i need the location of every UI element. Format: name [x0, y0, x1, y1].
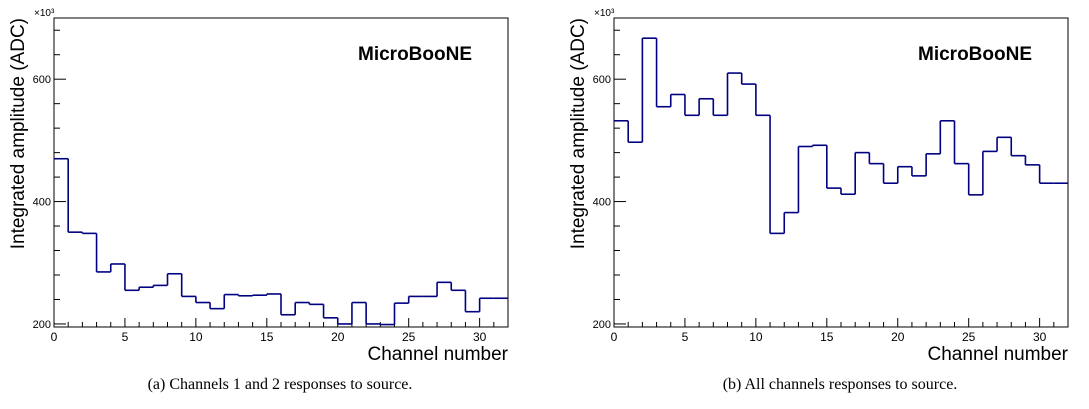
y-tick-label-a: 600 [33, 74, 51, 86]
x-tick-label-a: 25 [402, 330, 416, 344]
chart-b: 0 5 10 15 20 25 30 200 400 600 ×10³ Channel number I… [568, 8, 1069, 365]
histogram-b [614, 37, 1068, 235]
caption-a: (a) Channels 1 and 2 responses to source… [147, 376, 413, 393]
watermark-b: MicroBooNE [918, 44, 1032, 65]
watermark-a: MicroBooNE [358, 44, 472, 65]
y-tick-label-b: 600 [593, 74, 611, 86]
y-multiplier-a: ×10³ [34, 8, 55, 19]
y-tick-label-a: 200 [33, 319, 51, 331]
chart-panel-a: 0 5 10 15 20 25 30 200 400 600 ×10³ Channel number I… [0, 0, 540, 409]
y-tick-label-b: 400 [593, 197, 611, 209]
x-tick-label-a: 5 [122, 330, 129, 344]
y-axis-label-a: Integrated amplitude (ADC) [8, 18, 29, 249]
x-tick-label-b: 0 [611, 330, 618, 344]
chart-a: 0 5 10 15 20 25 30 200 400 600 ×10³ Channel number I… [8, 8, 509, 365]
x-tick-label-b: 30 [1033, 330, 1047, 344]
y-multiplier-b: ×10³ [594, 8, 615, 19]
y-tick-label-b: 200 [593, 319, 611, 331]
x-tick-label-a: 30 [473, 330, 487, 344]
x-tick-label-a: 20 [331, 330, 345, 344]
x-tick-label-b: 25 [962, 330, 976, 344]
x-axis-label-b: Channel number [928, 344, 1069, 365]
x-axis-label-a: Channel number [368, 344, 509, 365]
x-tick-label-b: 20 [891, 330, 905, 344]
y-tick-label-a: 400 [33, 197, 51, 209]
chart-panel-b: 0 5 10 15 20 25 30 200 400 600 ×10³ Channel number I… [560, 0, 1089, 409]
histogram-a [54, 157, 508, 326]
x-tick-label-b: 10 [749, 330, 763, 344]
x-tick-label-a: 10 [189, 330, 203, 344]
x-tick-label-b: 5 [682, 330, 689, 344]
x-tick-label-a: 15 [260, 330, 274, 344]
y-axis-label-b: Integrated amplitude (ADC) [568, 18, 589, 249]
caption-b: (b) All channels responses to source. [722, 376, 958, 393]
x-tick-label-b: 15 [820, 330, 834, 344]
x-tick-label-a: 0 [51, 330, 58, 344]
